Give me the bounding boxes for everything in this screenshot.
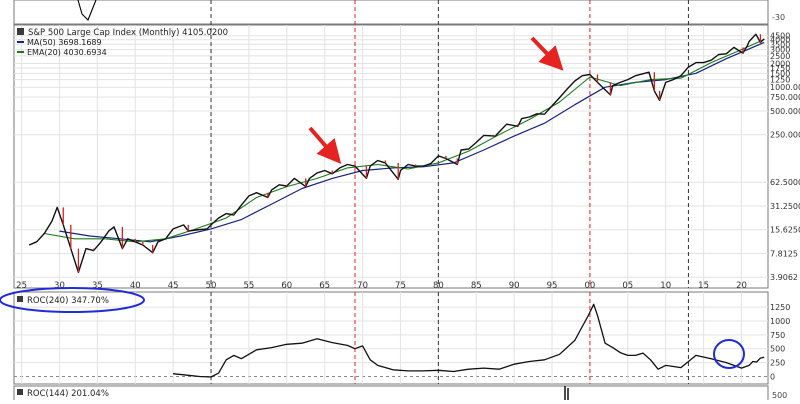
roc240-title: ROC(240) 347.70%	[27, 296, 109, 306]
main-y-tick: 3.9062	[770, 273, 798, 282]
red-arrows	[308, 36, 564, 165]
roc240-collapse-icon[interactable]	[17, 296, 23, 302]
main-x-tick: 10	[660, 281, 671, 291]
main-legend: S&P 500 Large Cap Index (Monthly) 4105.0…	[17, 28, 228, 57]
roc240-current-highlight-circle	[713, 339, 745, 369]
roc144-title: ROC(144) 201.04%	[27, 389, 109, 399]
roc240-y-tick: 500	[770, 345, 785, 354]
panel-collapse-icon[interactable]	[17, 28, 24, 35]
main-x-tick: 40	[130, 281, 141, 291]
roc240-vertical-markers	[210, 292, 689, 384]
main-x-tick: 20	[736, 281, 747, 291]
roc240-title-highlight-circle	[0, 287, 145, 313]
roc240-y-tick: 250	[770, 359, 785, 368]
main-gridlines	[14, 25, 768, 288]
main-y-tick: 3000	[770, 46, 790, 55]
previous-panel-line	[77, 0, 97, 21]
main-x-tick: 35	[92, 281, 103, 291]
roc240-y-tick: 1250	[770, 303, 790, 312]
main-y-tick: 750.000	[770, 93, 800, 102]
main-x-tick: 85	[471, 281, 482, 291]
main-x-tick: 70	[357, 281, 368, 291]
roc240-series-group	[173, 303, 765, 378]
red-arrow-1969	[308, 126, 342, 165]
main-y-tick: 31.2500	[770, 202, 800, 211]
main-y-tick: 15.6250	[770, 226, 800, 235]
main-x-tick: 80	[433, 281, 444, 291]
red-arrow-2000	[530, 36, 564, 71]
main-y-tick: 1500	[770, 69, 790, 78]
main-x-tick: 65	[319, 281, 330, 291]
main-y-tick: 7.8125	[770, 249, 798, 258]
previous-panel-tick-label: -30	[772, 13, 785, 22]
roc240-panel: 1250 1000 750 500 250 0 ROC(240) 347.70%	[0, 287, 790, 385]
main-x-tick: 45	[168, 281, 179, 291]
main-y-tick: 500.0000	[770, 107, 800, 116]
main-x-tick: 00	[585, 281, 596, 291]
roc144-collapse-icon[interactable]	[17, 389, 23, 395]
main-x-tick: 60	[281, 281, 292, 291]
main-y-tick: 62.5000	[770, 178, 800, 187]
main-panel-frame	[13, 24, 769, 289]
main-x-tick: 05	[622, 281, 633, 291]
main-y-tick: 2000	[770, 59, 790, 68]
main-x-tick: 55	[244, 281, 255, 291]
roc240-line	[173, 303, 765, 378]
main-y-tick: 1750	[770, 64, 790, 73]
roc240-y-tick: 0	[770, 372, 775, 381]
main-x-tick: 15	[698, 281, 709, 291]
main-x-tick: 90	[509, 281, 520, 291]
main-chart-title: S&P 500 Large Cap Index (Monthly) 4105.0…	[28, 28, 228, 38]
roc240-gridlines	[14, 292, 768, 384]
main-vertical-markers	[210, 0, 689, 288]
main-y-tick: 1250	[770, 76, 790, 85]
main-x-tick-labels: 25 30 35 40 45 50 55 60 65 70 75 80 85 90 95 00 05 10 15 20	[16, 281, 747, 291]
roc144-line-fragment	[564, 386, 569, 400]
main-x-tick: 25	[16, 281, 27, 291]
price-line	[28, 33, 765, 274]
ema20-legend-label: EMA(20) 4030.6934	[27, 48, 107, 57]
roc240-y-tick: 750	[770, 331, 785, 340]
main-y-tick: 4000	[770, 36, 790, 45]
roc240-panel-frame	[13, 291, 769, 385]
ma50-legend-label: MA(50) 3698.1689	[27, 38, 102, 47]
roc240-y-tick: 1000	[770, 317, 790, 326]
roc144-tick-label: 500	[772, 391, 787, 400]
main-y-tick: 250.0000	[770, 131, 800, 140]
main-x-tick: 95	[547, 281, 558, 291]
roc144-panel-frame	[13, 385, 769, 404]
main-series-group	[28, 33, 765, 274]
roc240-y-tick-labels: 1250 1000 750 500 250 0	[770, 303, 790, 381]
main-x-tick: 75	[395, 281, 406, 291]
roc144-panel: ROC(144) 201.04% 500	[13, 385, 787, 404]
previous-panel	[13, 0, 769, 25]
main-y-tick: 3500	[770, 40, 790, 49]
main-y-tick-labels: 4500400035003000250020001750150012501000…	[770, 32, 800, 283]
main-y-tick: 4500	[770, 32, 790, 41]
main-y-tick: 2500	[770, 52, 790, 61]
main-price-panel: 4500400035003000250020001750150012501000…	[13, 0, 800, 291]
main-x-tick: 50	[206, 281, 217, 291]
main-x-tick: 30	[54, 281, 65, 291]
main-y-tick: 1000.000	[770, 83, 800, 92]
